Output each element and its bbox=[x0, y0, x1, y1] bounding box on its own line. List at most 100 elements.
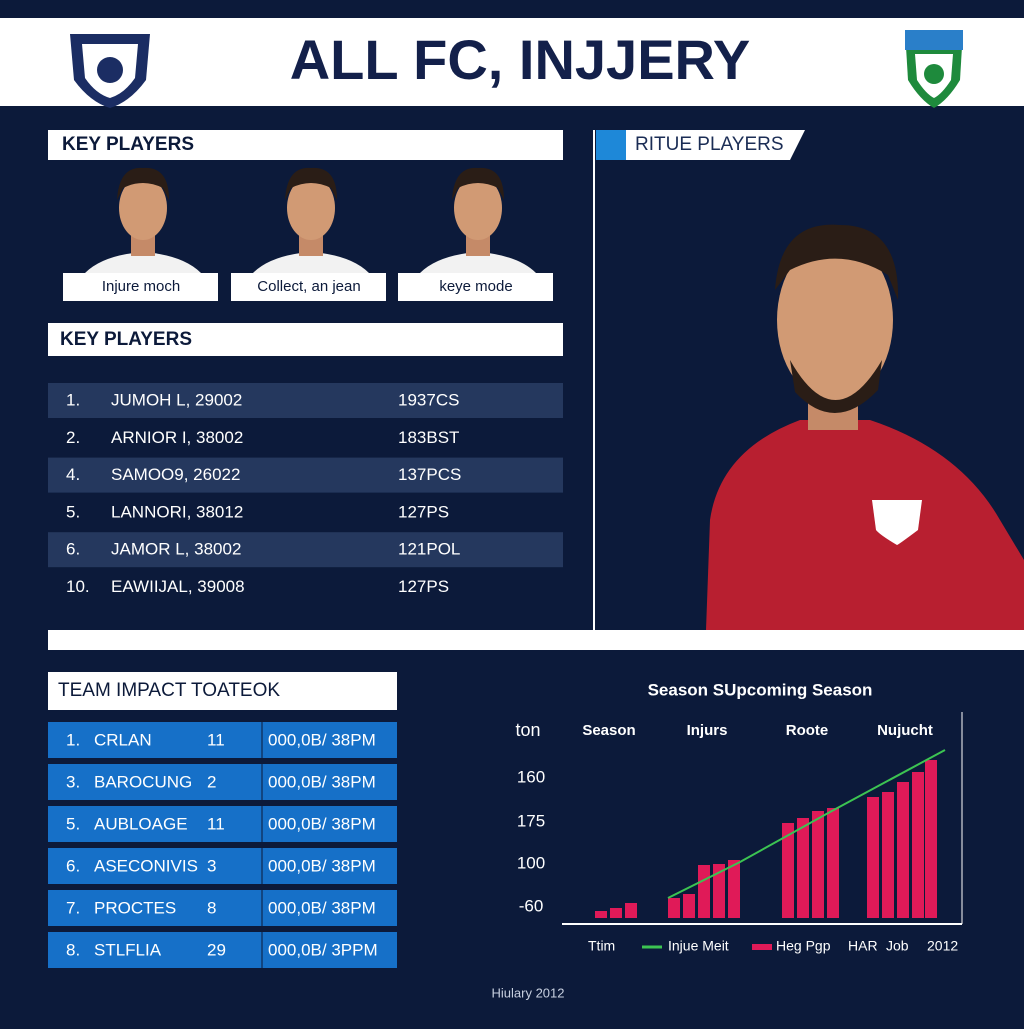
right-logo bbox=[905, 30, 963, 108]
table-cell: 000,0B/ 38PM bbox=[268, 898, 376, 917]
table-cell: 000,0B/ 38PM bbox=[268, 772, 376, 791]
chart-bars bbox=[595, 760, 937, 918]
table-cell: STLFLIA bbox=[94, 940, 162, 959]
axis-label: 160 bbox=[517, 767, 545, 786]
column-label: Nujucht bbox=[877, 722, 933, 739]
card-caption: Collect, an jean bbox=[257, 278, 360, 295]
section-header bbox=[48, 672, 397, 710]
table-cell: 1. bbox=[66, 390, 80, 409]
banner bbox=[0, 18, 1024, 106]
table-cell: 7. bbox=[66, 898, 80, 917]
footer: Hiulary 2012 bbox=[492, 985, 565, 1000]
column-label: Season bbox=[582, 722, 635, 739]
table-cell: EAWIIJAL, 39008 bbox=[111, 577, 245, 596]
player-face bbox=[287, 176, 335, 240]
table-cell: LANNORI, 38012 bbox=[111, 502, 243, 521]
table-row bbox=[48, 532, 563, 568]
section-title: KEY PLAYERS bbox=[60, 329, 192, 350]
player-hair bbox=[285, 167, 337, 200]
table-cell: ARNIOR I, 38002 bbox=[111, 428, 243, 447]
player-face bbox=[119, 176, 167, 240]
axis-label: 100 bbox=[517, 853, 545, 872]
left-logo bbox=[70, 34, 150, 108]
table-cell: 1. bbox=[66, 730, 80, 749]
trend-line bbox=[667, 749, 946, 899]
legend-label: Ttim bbox=[588, 938, 615, 954]
legend-label: Job bbox=[886, 938, 909, 954]
table-cell: ASECONIVIS bbox=[94, 856, 198, 875]
table-cell: JAMOR L, 38002 bbox=[111, 540, 241, 559]
chart-title: Season SUpcoming Season bbox=[648, 680, 873, 699]
table-row bbox=[48, 457, 563, 493]
card-caption-box bbox=[231, 273, 386, 301]
table-cell: 000,0B/ 38PM bbox=[268, 730, 376, 749]
icon bbox=[596, 130, 626, 160]
legend-label: HAR bbox=[848, 938, 878, 954]
table-cell: 000,0B/ 38PM bbox=[268, 814, 376, 833]
player-hair bbox=[452, 167, 504, 200]
page-title: ALL FC, INJJERY bbox=[290, 28, 751, 91]
card-caption: Injure moch bbox=[102, 278, 180, 295]
axis-label: 175 bbox=[517, 811, 545, 830]
table-cell: 4. bbox=[66, 465, 80, 484]
section-title: RITUE PLAYERS bbox=[635, 134, 784, 155]
legend-label: Heg Pgp bbox=[776, 938, 831, 954]
card-caption: keye mode bbox=[439, 278, 512, 295]
table-cell: PROCTES bbox=[94, 898, 176, 917]
impact-row bbox=[48, 848, 397, 884]
table-cell: 8 bbox=[207, 898, 216, 917]
section-title: TEAM IMPACT TOATEOK bbox=[58, 680, 280, 701]
table-cell: 11 bbox=[207, 730, 225, 749]
table-cell: 127PS bbox=[398, 577, 449, 596]
table-cell: 5. bbox=[66, 502, 80, 521]
table-cell: 10. bbox=[66, 577, 90, 596]
player-shirt bbox=[85, 252, 201, 273]
player-hair bbox=[117, 167, 169, 200]
impact-row bbox=[48, 890, 397, 926]
table-cell: 6. bbox=[66, 540, 80, 559]
table-cell: SAMOO9, 26022 bbox=[111, 465, 240, 484]
table-cell: CRLAN bbox=[94, 730, 152, 749]
featured-player bbox=[706, 224, 1024, 630]
table-cell: 000,0B/ 3PPM bbox=[268, 940, 378, 959]
table-cell: 2 bbox=[207, 772, 216, 791]
table-cell: 3. bbox=[66, 772, 80, 791]
table-cell: 000,0B/ 38PM bbox=[268, 856, 376, 875]
table-cell: 2. bbox=[66, 428, 80, 447]
section-title: KEY PLAYERS bbox=[62, 134, 194, 155]
table-cell: 137PCS bbox=[398, 465, 461, 484]
legend-label: Injue Meit bbox=[668, 938, 729, 954]
column-label: Roote bbox=[786, 722, 829, 739]
impact-row bbox=[48, 932, 397, 968]
table-cell: 6. bbox=[66, 856, 80, 875]
separator-bar bbox=[48, 630, 1024, 650]
impact-row bbox=[48, 764, 397, 800]
table-cell: BAROCUNG bbox=[94, 772, 192, 791]
player-shirt bbox=[420, 252, 536, 273]
impact-row bbox=[48, 722, 397, 758]
section-header bbox=[48, 323, 563, 356]
impact-row bbox=[48, 806, 397, 842]
table-cell: AUBLOAGE bbox=[94, 814, 188, 833]
legend-label: 2012 bbox=[927, 938, 958, 954]
table-row bbox=[48, 383, 563, 418]
table-cell: 3 bbox=[207, 856, 216, 875]
table-cell: JUMOH L, 29002 bbox=[111, 390, 242, 409]
column-label: Injurs bbox=[687, 722, 728, 739]
player-shirt bbox=[253, 252, 369, 273]
table-cell: 8. bbox=[66, 940, 80, 959]
table-cell: 1937CS bbox=[398, 390, 459, 409]
table-cell: 121POL bbox=[398, 540, 460, 559]
axis-label: -60 bbox=[519, 896, 544, 915]
card-caption-box bbox=[398, 273, 553, 301]
column-label: ton bbox=[515, 720, 540, 740]
card-caption-box bbox=[63, 273, 218, 301]
player-face bbox=[454, 176, 502, 240]
table-cell: 5. bbox=[66, 814, 80, 833]
table-cell: 127PS bbox=[398, 502, 449, 521]
table-cell: 29 bbox=[207, 940, 226, 959]
section-header bbox=[48, 130, 563, 160]
section-header bbox=[596, 130, 805, 160]
table-cell: 11 bbox=[207, 814, 225, 833]
